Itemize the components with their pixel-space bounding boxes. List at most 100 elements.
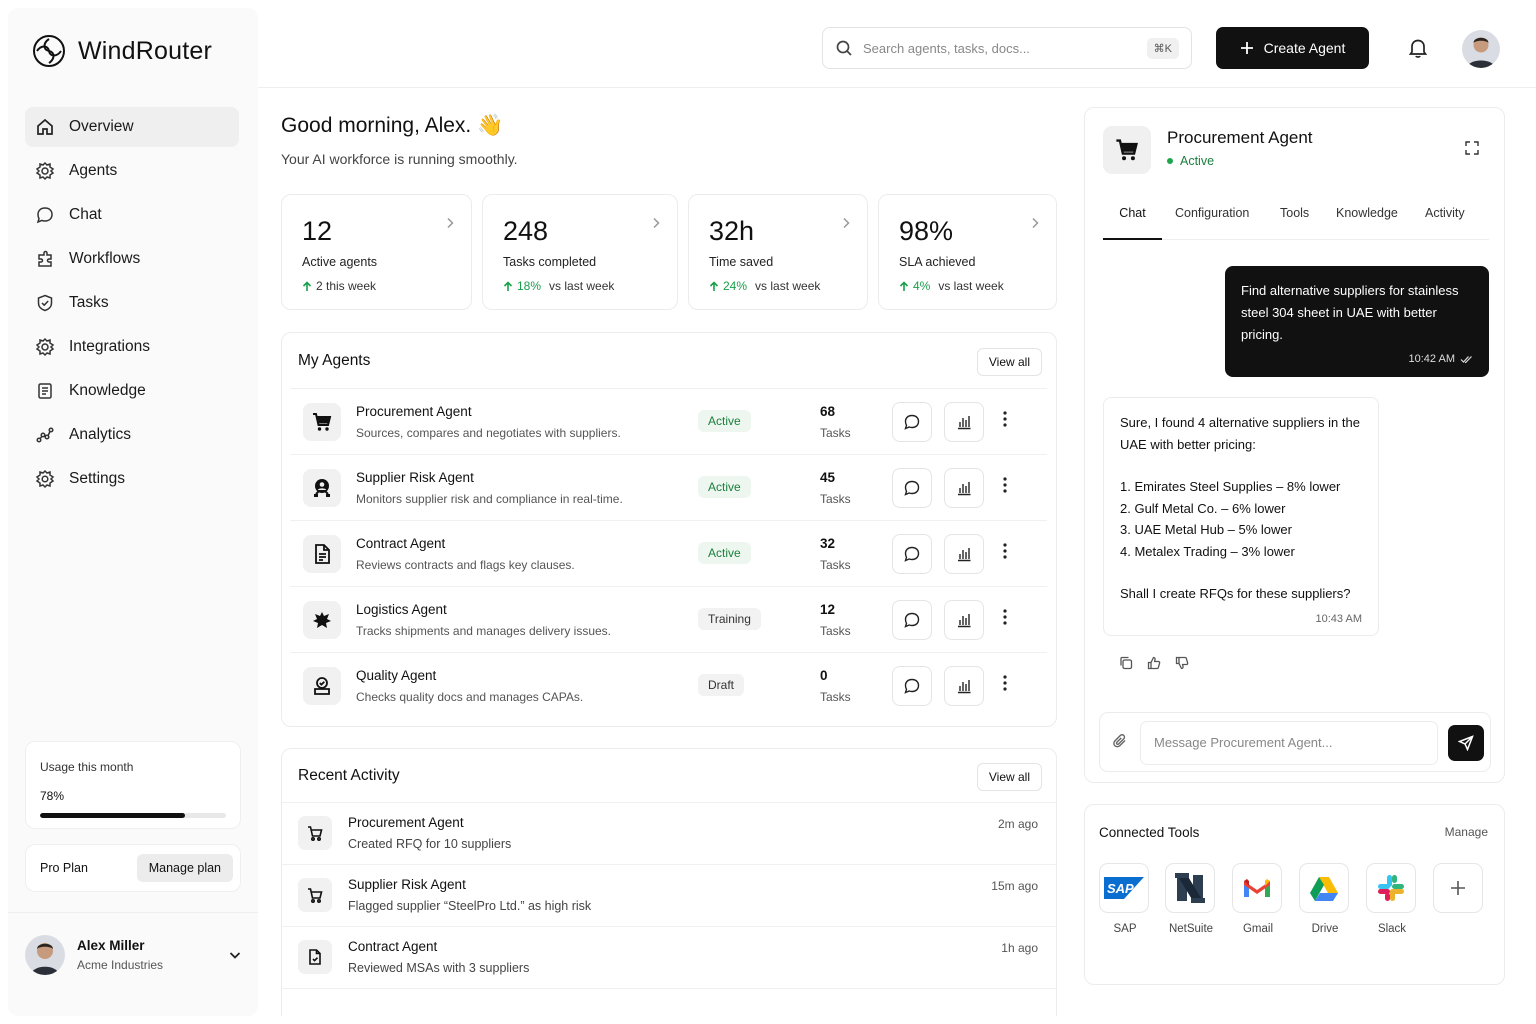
tool-netsuite[interactable]: NetSuite	[1165, 863, 1217, 935]
sidebar: WindRouter Overview Agents Chat Workflow…	[8, 8, 258, 1016]
sidebar-item-analytics[interactable]: Analytics	[25, 415, 239, 455]
chat-button[interactable]	[892, 600, 932, 640]
analytics-button[interactable]	[944, 402, 984, 442]
message-timestamp: 10:43 AM	[1315, 613, 1362, 625]
analytics-button[interactable]	[944, 468, 984, 508]
view-all-agents-button[interactable]: View all	[976, 348, 1042, 376]
usage-percent: 78%	[40, 789, 65, 803]
agent-row-logistics[interactable]: Logistics Agent Tracks shipments and man…	[290, 586, 1047, 652]
agent-name: Quality Agent	[356, 668, 437, 683]
tab-knowledge[interactable]: Knowledge	[1336, 206, 1398, 220]
message-input[interactable]: Message Procurement Agent...	[1140, 721, 1438, 765]
create-agent-button[interactable]: Create Agent	[1216, 27, 1369, 69]
stat-card-time-saved[interactable]: 32h Time saved 24% vs last week	[688, 194, 868, 310]
stat-value: 32h	[709, 216, 755, 246]
chat-icon	[35, 205, 55, 225]
manage-tools-link[interactable]: Manage	[1444, 825, 1488, 839]
task-count: 12	[820, 602, 836, 617]
stat-card-active-agents[interactable]: 12 Active agents 2 this week	[281, 194, 472, 310]
chevron-down-icon[interactable]	[227, 947, 243, 963]
agent-name: Procurement Agent	[356, 404, 472, 419]
tool-slack[interactable]: Slack	[1366, 863, 1418, 935]
send-button[interactable]	[1448, 725, 1484, 761]
chat-button[interactable]	[892, 534, 932, 574]
more-options-icon[interactable]	[1003, 543, 1007, 559]
user-org: Acme Industries	[77, 958, 164, 972]
more-options-icon[interactable]	[1003, 609, 1007, 625]
usage-progress-fill	[40, 813, 186, 818]
bar-chart-icon	[955, 611, 973, 629]
chat-button[interactable]	[892, 666, 932, 706]
sidebar-item-knowledge[interactable]: Knowledge	[25, 371, 239, 411]
windrouter-logo-icon	[32, 34, 66, 68]
analytics-button[interactable]	[944, 534, 984, 574]
sidebar-item-label: Tasks	[69, 294, 109, 311]
activity-row[interactable]: Supplier Risk Agent Flagged supplier “St…	[282, 864, 1056, 926]
chevron-right-icon	[651, 217, 661, 229]
agent-row-procurement[interactable]: Procurement Agent Sources, compares and …	[290, 388, 1047, 454]
manage-plan-button[interactable]: Manage plan	[136, 854, 233, 882]
more-options-icon[interactable]	[1003, 411, 1007, 427]
agent-row-supplier-risk[interactable]: Supplier Risk Agent Monitors supplier ri…	[290, 454, 1047, 520]
agent-description: Sources, compares and negotiates with su…	[356, 426, 621, 440]
stat-card-sla[interactable]: 98% SLA achieved 4% vs last week	[878, 194, 1057, 310]
search-icon	[835, 39, 853, 57]
tab-chat[interactable]: Chat	[1103, 206, 1162, 240]
sidebar-item-chat[interactable]: Chat	[25, 195, 239, 235]
more-options-icon[interactable]	[1003, 477, 1007, 493]
thumbs-up-icon[interactable]	[1147, 656, 1161, 670]
create-agent-label: Create Agent	[1263, 40, 1346, 56]
app-logo[interactable]: WindRouter	[32, 34, 212, 68]
my-agents-title: My Agents	[298, 352, 371, 369]
search-input[interactable]: Search agents, tasks, docs... ⌘K	[822, 27, 1192, 69]
more-options-icon[interactable]	[1003, 675, 1007, 691]
cart-icon	[298, 878, 332, 912]
document-icon	[303, 535, 341, 573]
activity-row[interactable]: Contract Agent Reviewed MSAs with 3 supp…	[282, 926, 1056, 988]
tool-gmail[interactable]: Gmail	[1232, 863, 1284, 935]
tool-drive[interactable]: Drive	[1299, 863, 1351, 935]
view-all-activity-button[interactable]: View all	[976, 763, 1042, 791]
chat-button[interactable]	[892, 402, 932, 442]
sidebar-item-workflows[interactable]: Workflows	[25, 239, 239, 279]
recent-activity-card: Recent Activity View all Procurement Age…	[281, 748, 1057, 1016]
copy-icon[interactable]	[1119, 656, 1133, 670]
connected-tools-card: Connected Tools Manage SAP SAP NetSuite …	[1084, 804, 1505, 985]
avatar[interactable]	[1462, 30, 1500, 68]
sidebar-item-overview[interactable]: Overview	[25, 107, 239, 147]
thumbs-down-icon[interactable]	[1175, 656, 1189, 670]
user-profile[interactable]: Alex Miller Acme Industries	[25, 926, 245, 984]
chat-button[interactable]	[892, 468, 932, 508]
add-tool-button[interactable]	[1433, 863, 1485, 913]
tasks-icon	[35, 293, 55, 313]
analytics-button[interactable]	[944, 666, 984, 706]
activity-row[interactable]: Procurement Agent Created RFQ for 10 sup…	[282, 802, 1056, 864]
agents-icon	[35, 161, 55, 181]
stat-card-tasks-completed[interactable]: 248 Tasks completed 18% vs last week	[482, 194, 678, 310]
agent-row-quality[interactable]: Quality Agent Checks quality docs and ma…	[290, 652, 1047, 718]
drive-logo-icon	[1299, 863, 1349, 913]
paperclip-icon[interactable]	[1112, 733, 1128, 749]
tool-sap[interactable]: SAP SAP	[1099, 863, 1151, 935]
supplier-list-item: 1. Emirates Steel Supplies – 8% lower	[1120, 479, 1341, 494]
sidebar-item-tasks[interactable]: Tasks	[25, 283, 239, 323]
sidebar-item-label: Overview	[69, 118, 134, 135]
bell-icon[interactable]	[1408, 37, 1428, 59]
analytics-button[interactable]	[944, 600, 984, 640]
connected-tools-title: Connected Tools	[1099, 825, 1200, 840]
status-dot-icon	[1167, 158, 1173, 164]
status-badge: Active	[698, 542, 751, 564]
sidebar-item-integrations[interactable]: Integrations	[25, 327, 239, 367]
gmail-logo-icon	[1232, 863, 1282, 913]
sidebar-item-settings[interactable]: Settings	[25, 459, 239, 499]
agent-row-contract[interactable]: Contract Agent Reviews contracts and fla…	[290, 520, 1047, 586]
sidebar-item-agents[interactable]: Agents	[25, 151, 239, 191]
app-name: WindRouter	[78, 36, 212, 65]
home-icon	[35, 117, 55, 137]
stat-label: SLA achieved	[899, 255, 976, 269]
sidebar-divider	[8, 912, 258, 913]
tab-activity[interactable]: Activity	[1425, 206, 1465, 220]
tab-configuration[interactable]: Configuration	[1175, 206, 1250, 220]
tab-tools[interactable]: Tools	[1280, 206, 1310, 220]
expand-icon[interactable]	[1464, 140, 1480, 156]
